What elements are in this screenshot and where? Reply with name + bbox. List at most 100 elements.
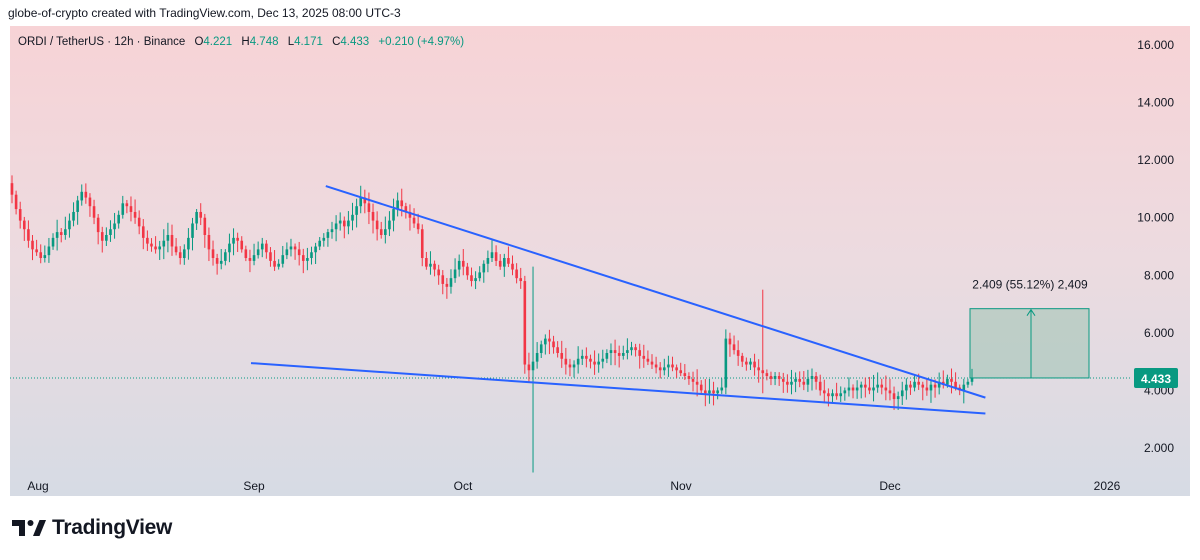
candle-body <box>683 373 687 377</box>
candle-body <box>823 390 826 394</box>
candle-body <box>675 367 678 371</box>
candle-body <box>174 246 178 253</box>
candle-series[interactable] <box>10 175 974 473</box>
candle-body <box>416 223 420 230</box>
y-tick-label: 10.000 <box>1137 211 1174 225</box>
candle-body <box>170 234 174 247</box>
candle-body <box>507 258 510 264</box>
candle-body <box>105 234 108 241</box>
trendline-upper[interactable] <box>325 185 986 399</box>
candle-body <box>384 229 387 235</box>
candle-body <box>326 232 330 238</box>
candle-body <box>400 200 404 207</box>
x-tick-label: Oct <box>454 479 473 493</box>
tradingview-footer[interactable]: TradingView <box>12 516 172 540</box>
candle-body <box>470 275 473 282</box>
measure-arrow-head <box>1026 308 1036 316</box>
candle-body <box>699 384 703 391</box>
candle-body <box>634 347 637 351</box>
candle-body <box>252 255 256 261</box>
candle-body <box>445 283 449 287</box>
candle-body <box>76 200 79 212</box>
candle-body <box>260 243 264 250</box>
candle-body <box>351 214 354 221</box>
candle-body <box>601 358 605 362</box>
candle-body <box>322 237 326 241</box>
candle-body <box>868 387 871 391</box>
candle-body <box>556 347 559 354</box>
candle-body <box>191 223 194 238</box>
candle-body <box>96 217 100 233</box>
candle-body <box>946 378 949 385</box>
candle-body <box>215 258 219 264</box>
candle-body <box>642 355 646 359</box>
candle-body <box>437 269 440 276</box>
candle-body <box>211 249 215 259</box>
candle-body <box>691 378 695 382</box>
candle-body <box>724 338 728 388</box>
candle-body <box>162 240 166 247</box>
candle-body <box>515 269 518 279</box>
candle-body <box>232 237 235 244</box>
candle-body <box>244 249 248 259</box>
candle-body <box>187 237 190 250</box>
candle-body <box>18 209 22 221</box>
y-tick-label: 14.000 <box>1137 96 1174 110</box>
candle-body <box>314 246 317 253</box>
candle-body <box>962 384 966 391</box>
low-value: 4.171 <box>294 36 323 48</box>
candle-body <box>745 361 748 365</box>
candle-body <box>64 229 67 235</box>
candle-body <box>597 361 600 365</box>
measure-label: 2.409 (55.12%) 2,409 <box>972 278 1088 292</box>
price-tag-label: 4.433 <box>1141 372 1171 386</box>
candle-body <box>740 355 744 362</box>
wedge-trendlines[interactable] <box>250 185 986 415</box>
candle-body <box>178 252 182 259</box>
candle-body <box>273 260 276 267</box>
candle-body <box>498 260 502 267</box>
candle-body <box>306 258 309 261</box>
candle-body <box>334 223 338 230</box>
candle-body <box>35 249 38 253</box>
candle-body <box>855 387 859 391</box>
high-label: H <box>241 36 250 48</box>
candle-body <box>859 384 863 388</box>
candle-body <box>523 281 527 365</box>
candle-body <box>531 361 535 371</box>
candle-body <box>564 358 568 365</box>
candle-body <box>704 390 707 394</box>
candle-body <box>810 376 814 379</box>
price-chart[interactable]: 16.00014.00012.00010.0008.0006.0004.0002… <box>10 26 1190 496</box>
candle-body <box>638 350 641 356</box>
candle-body <box>728 338 732 345</box>
candle-body <box>240 240 244 250</box>
candle-body <box>831 393 834 397</box>
price-range-measure[interactable]: 2.409 (55.12%) 2,409 <box>969 278 1090 379</box>
candle-body <box>667 364 670 368</box>
candle-body <box>839 393 843 397</box>
candle-body <box>888 390 892 394</box>
candle-body <box>716 390 719 394</box>
price-axis[interactable]: 16.00014.00012.00010.0008.0006.0004.0002… <box>1137 38 1174 455</box>
candle-body <box>609 350 613 354</box>
time-axis[interactable]: Aug Sep Oct Nov Dec 2026 <box>27 479 1120 493</box>
candle-body <box>412 217 416 224</box>
candle-body <box>117 214 120 224</box>
candle-body <box>933 384 937 388</box>
candle-body <box>913 381 916 388</box>
candle-body <box>166 234 170 241</box>
x-tick-label: 2026 <box>1094 479 1121 493</box>
candle-body <box>765 373 769 377</box>
candle-body <box>72 211 75 221</box>
candle-body <box>630 347 633 351</box>
trendline-lower[interactable] <box>250 362 986 415</box>
candle-body <box>872 387 875 391</box>
candle-body <box>27 229 30 241</box>
last-price-tag: 4.433 <box>1134 367 1178 388</box>
candle-body <box>909 384 912 388</box>
close-value: 4.433 <box>340 36 370 48</box>
candle-body <box>900 390 904 397</box>
candle-body <box>482 263 486 273</box>
candle-body <box>425 258 428 267</box>
